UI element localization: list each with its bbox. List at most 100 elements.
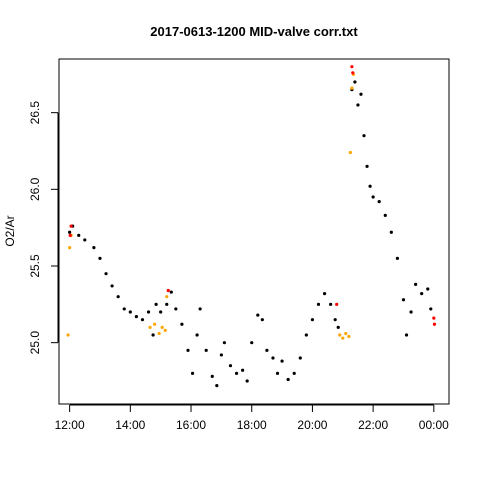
data-point: [77, 233, 81, 237]
data-point: [338, 333, 342, 337]
data-point: [245, 379, 249, 383]
data-point: [377, 200, 381, 204]
plot-frame: [58, 58, 450, 405]
data-point: [432, 316, 436, 320]
data-point: [368, 184, 372, 188]
data-point: [265, 348, 269, 352]
data-point: [271, 356, 275, 360]
data-point: [329, 302, 333, 306]
data-point: [153, 322, 157, 326]
data-point: [204, 348, 208, 352]
data-point: [389, 230, 393, 234]
data-point: [228, 364, 233, 368]
data-point: [341, 336, 345, 340]
series-2: [68, 65, 437, 326]
data-point: [98, 256, 102, 260]
data-point: [347, 334, 351, 339]
data-point: [165, 302, 169, 306]
data-point: [219, 353, 223, 357]
data-point: [409, 310, 413, 314]
data-point: [344, 331, 348, 336]
data-point: [350, 65, 354, 69]
data-point: [234, 371, 239, 375]
data-point: [151, 333, 155, 337]
x-tick-label: 20:00: [297, 418, 327, 432]
x-tick-label: 14:00: [115, 418, 145, 432]
data-point: [250, 341, 254, 345]
data-point: [241, 368, 245, 372]
x-axis: 12:00 14:00 16:00 18:00 20:00 22:00 00:00: [55, 404, 449, 432]
data-point: [298, 356, 302, 360]
data-point: [348, 150, 352, 155]
data-point: [420, 292, 424, 296]
data-point: [68, 233, 72, 237]
y-tick-label: 25.0: [28, 331, 42, 355]
data-point: [190, 371, 195, 375]
data-point: [280, 359, 284, 363]
data-point: [198, 307, 202, 311]
data-point: [426, 287, 430, 291]
data-point: [180, 322, 184, 326]
y-axis-label: O2/Ar: [3, 215, 17, 246]
data-point: [157, 331, 161, 336]
data-point: [359, 92, 363, 96]
data-point: [159, 310, 163, 314]
data-point: [186, 348, 190, 352]
data-point: [304, 333, 308, 337]
data-point: [148, 325, 152, 329]
data-point: [286, 377, 290, 382]
data-point: [256, 313, 260, 317]
data-point: [395, 256, 400, 260]
data-point: [110, 284, 114, 288]
data-point: [335, 302, 339, 306]
data-point: [260, 318, 264, 322]
data-point: [104, 272, 108, 276]
data-point: [353, 80, 357, 84]
y-tick-label: 25.5: [28, 254, 42, 278]
data-point: [215, 384, 219, 388]
data-point: [163, 328, 167, 332]
data-point: [401, 298, 406, 302]
data-point: [83, 238, 87, 242]
x-tick-label: 16:00: [176, 418, 206, 432]
data-point: [68, 246, 72, 250]
data-point: [116, 295, 120, 299]
data-point: [275, 371, 280, 375]
series-1: [66, 72, 355, 340]
data-point: [68, 230, 72, 234]
y-axis: 25.0 25.5 26.0 26.5: [28, 101, 59, 355]
data-point: [195, 333, 199, 337]
x-tick-label: 00:00: [419, 418, 449, 432]
data-point: [351, 71, 355, 75]
data-point: [146, 310, 151, 314]
data-point: [66, 333, 70, 337]
data-point: [429, 307, 433, 311]
data-point: [336, 325, 340, 329]
data-point: [362, 134, 366, 138]
chart-title: 2017-0613-1200 MID-valve corr.txt: [150, 24, 358, 39]
x-tick-label: 12:00: [55, 418, 85, 432]
x-tick-label: 18:00: [237, 418, 267, 432]
data-point: [222, 341, 227, 345]
x-tick-label: 22:00: [358, 418, 388, 432]
data-point: [169, 290, 173, 294]
data-point: [92, 246, 96, 250]
data-point: [356, 103, 360, 107]
data-point: [210, 374, 214, 378]
data-point: [333, 318, 337, 322]
data-point: [140, 318, 145, 322]
series-0: [68, 80, 433, 388]
data-point: [174, 307, 178, 311]
data-point: [165, 295, 169, 299]
data-point: [128, 310, 132, 314]
data-point: [69, 224, 73, 228]
y-tick-label: 26.5: [28, 101, 42, 125]
data-point: [432, 322, 437, 326]
data-point: [122, 307, 126, 311]
data-point: [414, 282, 418, 286]
data-points: [66, 65, 437, 388]
data-point: [316, 302, 321, 306]
data-point: [160, 325, 164, 329]
data-point: [365, 164, 369, 168]
